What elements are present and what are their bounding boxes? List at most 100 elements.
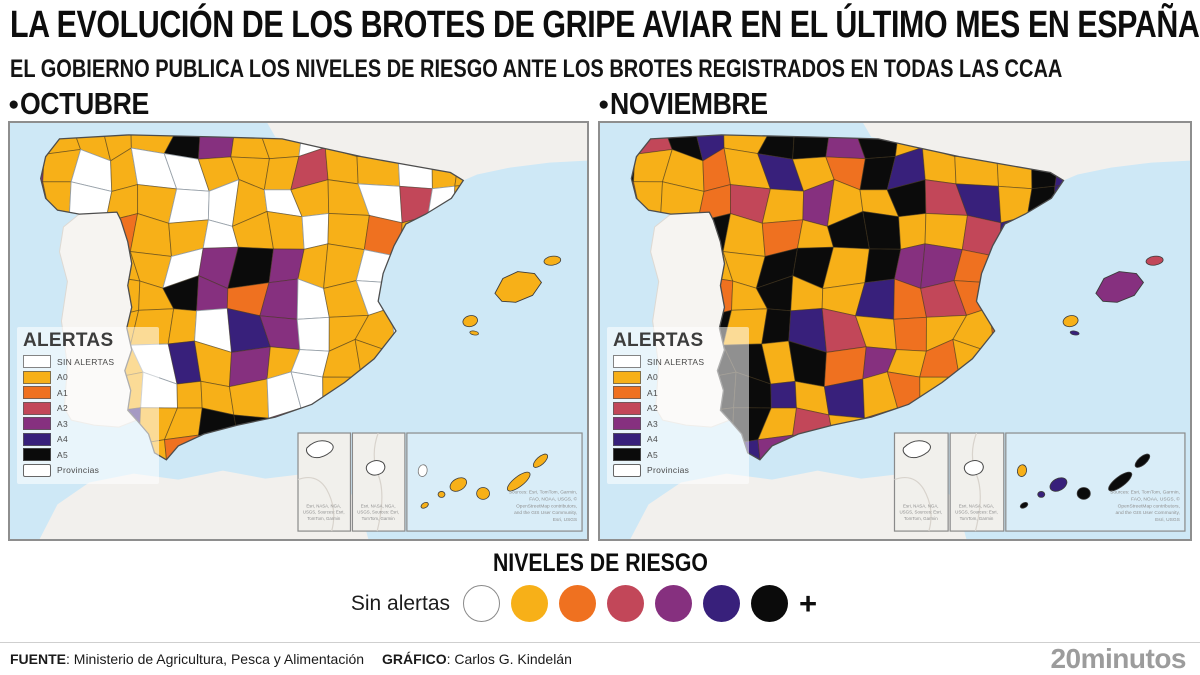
label-noviembre: ●NOVIEMBRE: [598, 86, 769, 121]
legend-label: SIN ALERTAS: [57, 356, 115, 367]
legend-label: A2: [647, 403, 658, 413]
alertas-item: A4: [613, 432, 743, 446]
melilla-inset: [351, 432, 406, 532]
legend-label: Provincias: [57, 465, 100, 475]
attribution-text: TomTom, Garmin: [904, 516, 938, 521]
map-cell: [296, 316, 330, 352]
attribution-text: Esri, NASA, NGA,: [306, 503, 341, 508]
page-title: LA EVOLUCIÓN DE LOS BROTES DE GRIPE AVIA…: [10, 4, 1200, 46]
canary-island: [506, 471, 531, 492]
mallorca-island: [1095, 271, 1145, 303]
risk-circle-A3: [655, 585, 693, 622]
ibiza-island: [462, 315, 478, 328]
legend-label: A0: [647, 372, 658, 382]
alertas-item: SIN ALERTAS: [23, 355, 153, 368]
attribution-text: TomTom, Garmin: [960, 516, 994, 521]
risk-circle-A2: [607, 585, 645, 622]
legend-label: A5: [57, 449, 68, 460]
canary-island: [532, 453, 549, 468]
legend-swatch: [613, 386, 641, 399]
canary-island: [1076, 487, 1091, 500]
alertas-item: A3: [613, 417, 743, 430]
ceuta-outline: [902, 440, 931, 459]
risk-circle-sin-alertas: [463, 585, 501, 622]
attribution-text: Esri, NASA, NGA,: [959, 503, 995, 508]
canarias-inset: [1005, 432, 1186, 532]
source-line: FUENTE: Ministerio de Agricultura, Pesca…: [10, 651, 572, 667]
map-cell: [761, 308, 792, 345]
attribution-text: TomTom, Garmin: [362, 516, 396, 521]
alertas-title: ALERTAS: [23, 330, 114, 351]
legend-swatch: [613, 417, 641, 430]
brand-logo: 20minutos: [1050, 643, 1186, 674]
canary-island: [1037, 491, 1046, 498]
canary-island: [1016, 464, 1028, 477]
map-cell: [924, 213, 968, 251]
legend-label: A0: [57, 372, 68, 382]
legend-label: A2: [57, 403, 68, 413]
legend-swatch: [23, 401, 51, 415]
africa-land: [630, 470, 967, 539]
alertas-item: A0: [23, 370, 153, 384]
map-cell: [167, 308, 198, 345]
attribution-text: USGS, Sources: Esri,: [899, 510, 942, 515]
ceuta-coastline: [894, 476, 932, 532]
attribution-text: TomTom, Garmin: [307, 516, 341, 521]
legend-label: A4: [647, 434, 658, 444]
canary-island: [417, 464, 428, 477]
alertas-item: A5: [23, 448, 153, 461]
legend-swatch: [23, 370, 51, 384]
legend-label: A4: [57, 434, 68, 444]
map-cell: [176, 380, 203, 409]
canary-island: [420, 502, 429, 509]
legend-swatch: [613, 463, 641, 477]
legend-swatch: [23, 417, 51, 430]
canary-island: [437, 491, 446, 498]
attribution-text: Esri, NASA, NGA,: [903, 503, 939, 508]
legend-swatch: [613, 432, 641, 446]
attribution-text: Esri, USGS: [553, 517, 577, 523]
alertas-item: A2: [613, 401, 743, 415]
ceuta-coastline: [297, 476, 335, 532]
risk-circle-A4: [703, 585, 741, 622]
map-octubre: Esri, NASA, NGA, Esri, NASA, NGA, USGS, So…: [8, 121, 589, 541]
attribution-text: Sources: Esri, TomTom, Garmin,: [509, 489, 577, 495]
alertas-item: A4: [23, 432, 153, 446]
legend-swatch: [613, 448, 641, 461]
alertas-item: Provincias: [23, 463, 153, 477]
bullet-icon: ●: [598, 94, 610, 115]
canarias-inset: [406, 432, 583, 532]
attribution-text: USGS, Sources: Esri,: [303, 510, 345, 515]
legend-swatch: [23, 463, 51, 477]
alertas-item: A2: [23, 401, 153, 415]
risk-circle-A1: [559, 585, 597, 622]
label-octubre: ●OCTUBRE: [8, 86, 150, 121]
map-noviembre: Esri, NASA, NGA, Esri, NASA, NGA, USGS, So…: [598, 121, 1192, 541]
attribution-text: and the GIS User Community,: [1116, 510, 1180, 516]
france-land: [863, 123, 1190, 181]
spain-outline: [630, 134, 1065, 461]
legend-label: Provincias: [647, 465, 690, 475]
map-cell: [266, 210, 305, 250]
alertas-item: A5: [613, 448, 743, 461]
legend-swatch: [613, 370, 641, 384]
africa-land: [39, 470, 369, 539]
menorca-island: [543, 255, 562, 266]
alertas-title: ALERTAS: [613, 330, 704, 351]
legend-label: A1: [57, 387, 68, 398]
map-cell: [770, 380, 797, 409]
risk-legend: NIVELES DE RIESGO Sin alertas +: [0, 549, 1200, 622]
formentera-island: [469, 330, 479, 336]
legend-swatch: [23, 432, 51, 446]
attribution-text: Esri, NASA, NGA,: [361, 503, 396, 508]
legend-swatch: [23, 448, 51, 461]
risk-legend-title: NIVELES DE RIESGO: [492, 549, 708, 577]
risk-legend-row: Sin alertas +: [0, 585, 1184, 622]
legend-swatch: [23, 355, 51, 368]
plus-icon: +: [799, 585, 818, 621]
risk-circle-A5: [751, 585, 789, 622]
canary-island: [449, 477, 467, 492]
alertas-item: SIN ALERTAS: [613, 355, 743, 368]
map-legend-noviembre: ALERTAS SIN ALERTAS A0 A1 A2 A3 A4 A5 Provincias: [607, 327, 749, 484]
canary-island: [1108, 471, 1133, 492]
